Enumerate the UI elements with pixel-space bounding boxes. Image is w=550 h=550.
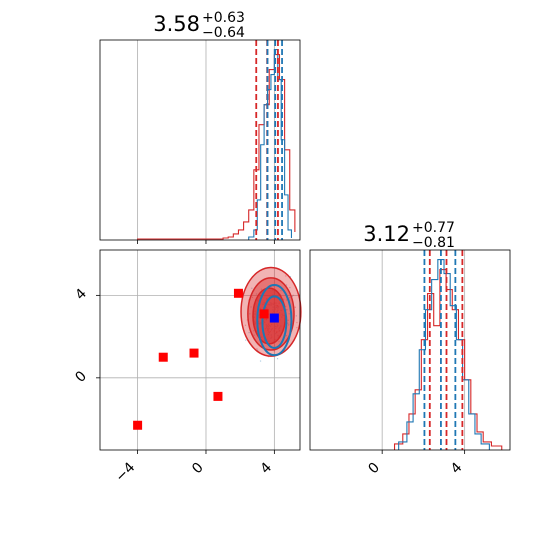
red-marker <box>189 348 199 358</box>
sample-point <box>251 296 254 299</box>
sample-point <box>285 284 288 286</box>
sample-point <box>278 340 280 343</box>
sample-point <box>285 275 287 277</box>
marginal-panel-param2: 0 4 3.12 +0.77 −0.81 <box>309 220 511 478</box>
sample-point <box>295 315 297 317</box>
histogram-series <box>398 258 490 450</box>
sample-point <box>296 321 298 324</box>
sample-point <box>296 326 298 329</box>
sample-point <box>287 324 290 326</box>
density-contour <box>256 284 293 357</box>
sample-point <box>256 348 258 350</box>
sample-point <box>294 306 296 308</box>
panel-frame <box>309 249 511 451</box>
panel-title-lower-error: −0.81 <box>412 235 455 251</box>
panel-frame <box>99 39 301 241</box>
x-tick-label: 0 <box>189 460 207 478</box>
sample-point <box>285 305 287 307</box>
panel-title-value: 3.12 <box>363 222 410 246</box>
red-marker <box>158 352 168 362</box>
sample-point <box>283 298 285 300</box>
sample-point <box>257 349 259 351</box>
sample-point <box>289 276 292 278</box>
blue-marker <box>269 313 279 323</box>
sample-point <box>245 339 247 341</box>
sample-point <box>292 294 294 296</box>
sample-point <box>285 334 287 337</box>
red-marker <box>133 420 143 430</box>
sample-point <box>292 320 294 322</box>
sample-point <box>259 360 262 362</box>
x-tick-label: 4 <box>448 459 466 477</box>
sample-point <box>251 287 253 289</box>
sample-point <box>244 324 247 326</box>
red-marker <box>233 288 243 298</box>
y-tick-label: 0 <box>72 368 90 386</box>
sample-point <box>286 308 288 311</box>
sample-point <box>248 331 250 334</box>
sample-point <box>289 286 291 289</box>
sample-point <box>289 297 291 299</box>
marginal-panel-param1: 3.58 +0.63 −0.64 <box>99 10 301 244</box>
sample-point <box>287 322 289 324</box>
x-tick-label: 0 <box>365 460 383 478</box>
sample-point <box>253 334 255 336</box>
sample-point <box>287 319 289 321</box>
red-marker <box>259 309 269 319</box>
sample-point <box>246 319 248 321</box>
panel-title-upper-error: +0.77 <box>412 220 455 236</box>
sample-point <box>288 313 290 315</box>
sample-point <box>250 306 252 308</box>
x-tick-label: 4 <box>258 459 276 477</box>
sample-point <box>273 285 275 287</box>
panel-frame <box>99 249 301 451</box>
histogram-series <box>393 268 503 450</box>
y-tick-label: 4 <box>72 286 90 304</box>
sample-point <box>280 290 282 292</box>
red-marker <box>213 391 223 401</box>
panel-title-lower-error: −0.64 <box>202 25 245 41</box>
joint-panel: −4 0 4 0 4 <box>72 249 302 485</box>
sample-point <box>285 299 288 301</box>
sample-point <box>276 358 279 360</box>
sample-point <box>285 309 288 311</box>
sample-point <box>255 293 258 295</box>
sample-point <box>249 313 251 315</box>
sample-point <box>291 295 294 298</box>
panel-title-value: 3.58 <box>153 12 200 36</box>
sample-point <box>273 350 275 352</box>
sample-point <box>253 330 255 332</box>
panel-title-upper-error: +0.63 <box>202 10 245 26</box>
histogram-series <box>248 48 293 240</box>
x-tick-label: −4 <box>113 459 139 485</box>
sample-point <box>260 288 263 290</box>
density-contour <box>261 295 288 349</box>
